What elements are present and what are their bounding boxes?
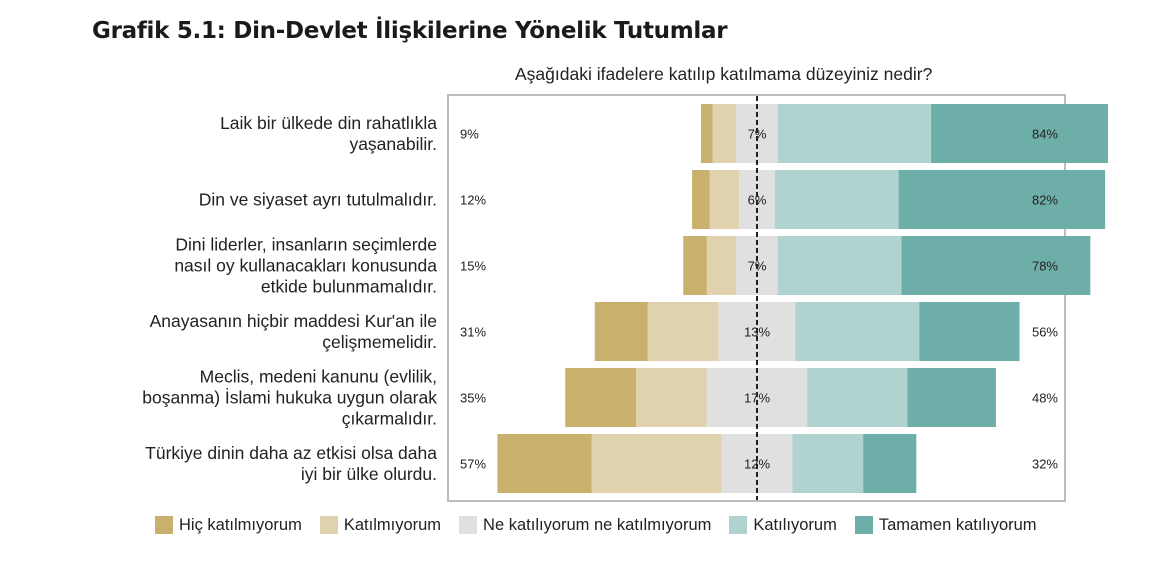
agree-pct-label: 48% (1032, 391, 1058, 406)
bar-segment-1-row-4 (594, 302, 648, 361)
bar-segment-2-row-3 (706, 236, 737, 295)
bar-segment-4-row-1 (777, 104, 932, 163)
bar-segment-2-row-4 (647, 302, 719, 361)
legend-swatch (319, 516, 338, 534)
category-label: Laik bir ülkede din rahatlıkla yaşanabili… (220, 113, 437, 154)
bar-segment-5-row-1 (931, 104, 1109, 163)
bar-segment-4-row-3 (777, 236, 902, 295)
legend-label: Ne katılıyorum ne katılmıyorum (483, 515, 712, 534)
disagree-pct-label: 57% (460, 457, 486, 472)
bar-segment-4-row-5 (807, 368, 908, 427)
neutral-pct-label: 7% (748, 127, 767, 142)
bar-segment-5-row-3 (901, 236, 1091, 295)
bar-segment-1-row-6 (497, 434, 592, 493)
disagree-pct-label: 35% (460, 391, 486, 406)
bar-segment-1-row-1 (700, 104, 713, 163)
bar-segment-2-row-2 (709, 170, 740, 229)
disagree-pct-label: 31% (460, 325, 486, 340)
legend-swatch (729, 516, 748, 534)
bar-segment-1-row-3 (683, 236, 707, 295)
bar-segment-1-row-5 (565, 368, 637, 427)
bar-segment-2-row-1 (712, 104, 737, 163)
bar-segment-5-row-2 (898, 170, 1106, 229)
chart-legend: Hiç katılmıyorum Katılmıyorum Ne katılıyor… (155, 514, 1055, 536)
category-label: Türkiye dinin daha az etkisi olsa daha iy… (145, 443, 437, 484)
disagree-pct-label: 12% (460, 193, 486, 208)
legend-swatch (155, 516, 173, 534)
category-label: Din ve siyaset ayrı tutulmalıdır. (199, 190, 437, 210)
category-label: Dini liderler, insanların seçimlerde nası… (174, 235, 437, 297)
legend-item: Katılmıyorum (319, 515, 442, 535)
agree-pct-label: 32% (1032, 457, 1058, 472)
legend-label: Katılıyorum (753, 515, 837, 534)
figure-title: Grafik 5.1: Din-Devlet İlişkilerine Yöne… (92, 18, 728, 44)
bar-segment-2-row-6 (591, 434, 722, 493)
chart-subtitle: Aşağıdaki ifadelere katılıp katılmama dü… (515, 64, 933, 84)
agree-pct-label: 84% (1032, 127, 1058, 142)
bar-segment-4-row-6 (792, 434, 864, 493)
legend-label: Hiç katılmıyorum (179, 515, 302, 534)
category-labels: Laik bir ülkede din rahatlıkla yaşanabili… (142, 113, 437, 484)
bar-segment-4-row-4 (795, 302, 920, 361)
bar-segment-5-row-5 (907, 368, 996, 427)
legend-label: Tamamen katılıyorum (878, 515, 1037, 534)
disagree-pct-label: 9% (460, 127, 479, 142)
category-label: Meclis, medeni kanunu (evlilik, boşanma) … (142, 367, 437, 429)
legend-swatch (459, 516, 478, 534)
disagree-pct-label: 15% (460, 259, 486, 274)
agree-pct-label: 56% (1032, 325, 1058, 340)
category-label: Anayasanın hiçbir maddesi Kur'an ile çeli… (150, 311, 437, 352)
legend-item: Hiç katılmıyorum (155, 516, 302, 535)
bar-segment-4-row-2 (774, 170, 899, 229)
bar-segment-2-row-5 (636, 368, 707, 427)
bars (497, 104, 1109, 493)
agree-pct-label: 78% (1032, 259, 1058, 274)
legend-item: Katılıyorum (729, 515, 837, 535)
legend-item: Ne katılıyorum ne katılmıyorum (459, 516, 711, 535)
bar-segment-5-row-4 (919, 302, 1020, 361)
legend-item: Tamamen katılıyorum (854, 515, 1037, 535)
neutral-pct-label: 17% (744, 391, 770, 406)
bar-segment-5-row-6 (863, 434, 917, 493)
legend-label: Katılmıyorum (343, 515, 442, 534)
bar-segment-1-row-2 (692, 170, 710, 229)
agree-pct-label: 82% (1032, 193, 1058, 208)
legend-swatch (854, 516, 873, 534)
